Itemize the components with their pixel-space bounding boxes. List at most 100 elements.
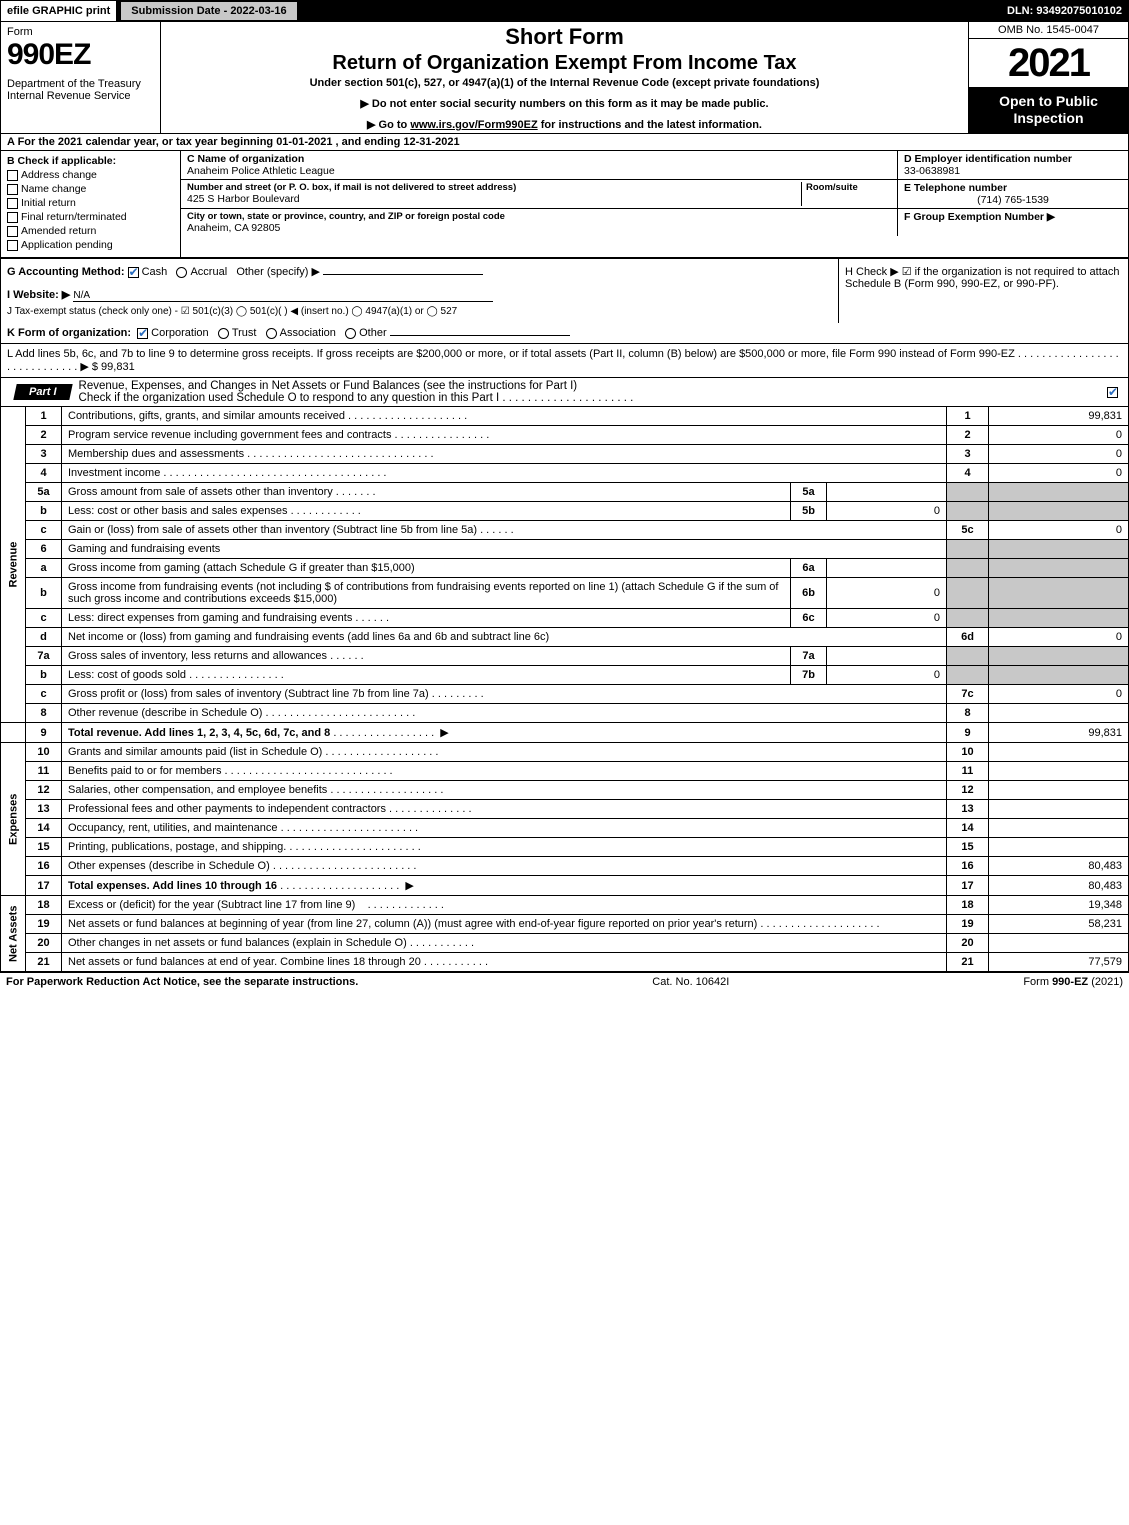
line6a-in: 6a xyxy=(791,559,827,578)
line20-desc: Other changes in net assets or fund bala… xyxy=(62,934,947,953)
footer-left: For Paperwork Reduction Act Notice, see … xyxy=(6,976,358,988)
side-expenses: Expenses xyxy=(1,743,26,896)
line7b-rn-grey xyxy=(947,666,989,685)
line13-rn: 13 xyxy=(947,800,989,819)
form-word: Form xyxy=(7,26,154,38)
line1-num: 1 xyxy=(26,407,62,426)
line7a-rn-grey xyxy=(947,647,989,666)
line10-num: 10 xyxy=(26,743,62,762)
g-accounting-method: G Accounting Method: Cash Accrual Other … xyxy=(1,259,838,323)
footer-cat-no: Cat. No. 10642I xyxy=(358,976,1023,988)
line8-rn: 8 xyxy=(947,704,989,723)
line6d-desc: Net income or (loss) from gaming and fun… xyxy=(62,628,947,647)
line6c-num: c xyxy=(26,609,62,628)
line6c-iv: 0 xyxy=(827,609,947,628)
line7c-rn: 7c xyxy=(947,685,989,704)
chk-address-change[interactable]: Address change xyxy=(7,169,174,181)
header-left: Form 990EZ Department of the Treasury In… xyxy=(1,22,161,133)
chk-name-change[interactable]: Name change xyxy=(7,183,174,195)
line9-rn: 9 xyxy=(947,723,989,743)
col-c-to-f: C Name of organization Anaheim Police At… xyxy=(181,151,1128,257)
chk-association[interactable] xyxy=(266,328,277,339)
header-right: OMB No. 1545-0047 2021 Open to Public In… xyxy=(968,22,1128,133)
line17-rn: 17 xyxy=(947,876,989,896)
chk-amended-return[interactable]: Amended return xyxy=(7,225,174,237)
j-tax-exempt: J Tax-exempt status (check only one) - ☑… xyxy=(7,306,832,317)
omb-number: OMB No. 1545-0047 xyxy=(969,22,1128,39)
lines-table: Revenue 1 Contributions, gifts, grants, … xyxy=(0,407,1129,972)
col-b-title: B Check if applicable: xyxy=(7,155,174,167)
line9-amt: 99,831 xyxy=(989,723,1129,743)
line15-num: 15 xyxy=(26,838,62,857)
efile-print-label[interactable]: efile GRAPHIC print xyxy=(1,1,116,21)
chk-corporation[interactable] xyxy=(137,328,148,339)
line5c-amt: 0 xyxy=(989,521,1129,540)
topbar: efile GRAPHIC print Submission Date - 20… xyxy=(0,0,1129,22)
line7b-num: b xyxy=(26,666,62,685)
row-a-tax-year: A For the 2021 calendar year, or tax yea… xyxy=(0,134,1129,151)
chk-other[interactable] xyxy=(345,328,356,339)
line8-num: 8 xyxy=(26,704,62,723)
address-city: City or town, state or province, country… xyxy=(181,209,898,236)
line15-amt xyxy=(989,838,1129,857)
line8-amt xyxy=(989,704,1129,723)
line6a-iv xyxy=(827,559,947,578)
chk-trust[interactable] xyxy=(218,328,229,339)
line4-num: 4 xyxy=(26,464,62,483)
chk-cash[interactable] xyxy=(128,267,139,278)
line6b-desc: Gross income from fundraising events (no… xyxy=(62,578,791,609)
line15-desc: Printing, publications, postage, and shi… xyxy=(62,838,947,857)
irs-link[interactable]: www.irs.gov/Form990EZ xyxy=(410,119,537,131)
side-net-assets: Net Assets xyxy=(1,896,26,972)
line6a-num: a xyxy=(26,559,62,578)
line6b-rn-grey xyxy=(947,578,989,609)
line2-amt: 0 xyxy=(989,426,1129,445)
line6a-desc: Gross income from gaming (attach Schedul… xyxy=(62,559,791,578)
line4-rn: 4 xyxy=(947,464,989,483)
line4-amt: 0 xyxy=(989,464,1129,483)
d-ein: D Employer identification number 33-0638… xyxy=(898,151,1128,179)
line16-desc: Other expenses (describe in Schedule O) … xyxy=(62,857,947,876)
line5a-desc: Gross amount from sale of assets other t… xyxy=(62,483,791,502)
line2-rn: 2 xyxy=(947,426,989,445)
line6-rn-grey xyxy=(947,540,989,559)
line16-num: 16 xyxy=(26,857,62,876)
line6b-iv: 0 xyxy=(827,578,947,609)
line7a-iv xyxy=(827,647,947,666)
department: Department of the Treasury Internal Reve… xyxy=(7,78,154,102)
chk-final-return[interactable]: Final return/terminated xyxy=(7,211,174,223)
line15-rn: 15 xyxy=(947,838,989,857)
under-section: Under section 501(c), 527, or 4947(a)(1)… xyxy=(167,77,962,89)
line7a-in: 7a xyxy=(791,647,827,666)
line11-amt xyxy=(989,762,1129,781)
line20-amt xyxy=(989,934,1129,953)
line14-num: 14 xyxy=(26,819,62,838)
line6b-in: 6b xyxy=(791,578,827,609)
line12-desc: Salaries, other compensation, and employ… xyxy=(62,781,947,800)
line17-amt: 80,483 xyxy=(989,876,1129,896)
line5c-desc: Gain or (loss) from sale of assets other… xyxy=(62,521,947,540)
line5b-desc: Less: cost or other basis and sales expe… xyxy=(62,502,791,521)
line1-desc: Contributions, gifts, grants, and simila… xyxy=(62,407,947,426)
line6d-amt: 0 xyxy=(989,628,1129,647)
line12-rn: 12 xyxy=(947,781,989,800)
chk-application-pending[interactable]: Application pending xyxy=(7,239,174,251)
line6d-num: d xyxy=(26,628,62,647)
footer: For Paperwork Reduction Act Notice, see … xyxy=(0,972,1129,991)
k-form-of-org: K Form of organization: Corporation Trus… xyxy=(0,323,1129,344)
part1-schedule-o-check[interactable] xyxy=(1100,386,1128,398)
chk-accrual[interactable] xyxy=(176,267,187,278)
part1-title: Revenue, Expenses, and Changes in Net As… xyxy=(71,378,1100,406)
footer-form-ref: Form 990-EZ (2021) xyxy=(1023,976,1123,988)
line21-num: 21 xyxy=(26,953,62,972)
line3-desc: Membership dues and assessments . . . . … xyxy=(62,445,947,464)
line5b-rn-grey xyxy=(947,502,989,521)
line2-desc: Program service revenue including govern… xyxy=(62,426,947,445)
line6c-in: 6c xyxy=(791,609,827,628)
tax-year: 2021 xyxy=(969,39,1128,87)
line7a-desc: Gross sales of inventory, less returns a… xyxy=(62,647,791,666)
chk-initial-return[interactable]: Initial return xyxy=(7,197,174,209)
line20-rn: 20 xyxy=(947,934,989,953)
line6a-amt-grey xyxy=(989,559,1129,578)
line6-desc: Gaming and fundraising events xyxy=(62,540,947,559)
